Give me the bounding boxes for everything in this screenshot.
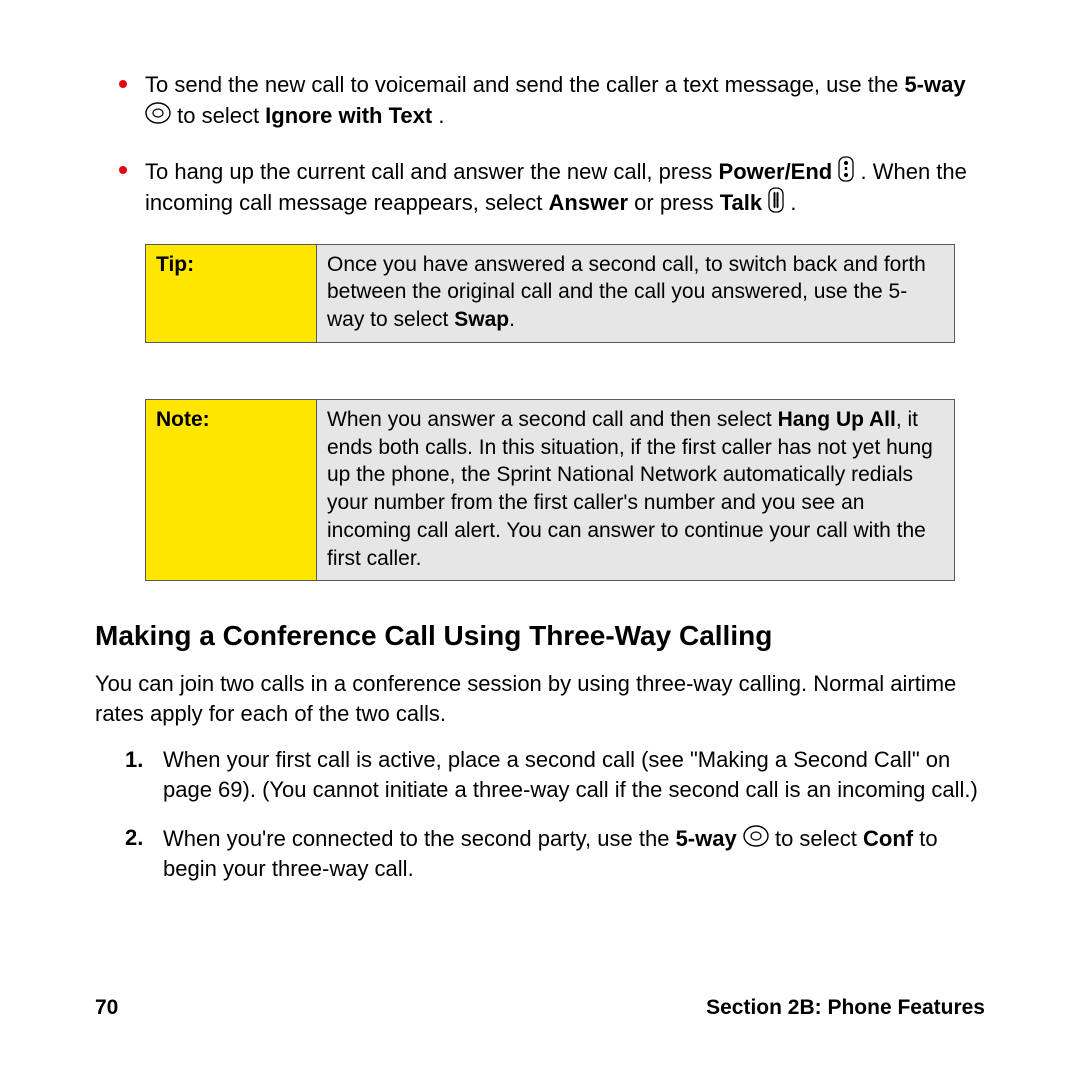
intro-paragraph: You can join two calls in a conference s…	[95, 669, 985, 729]
text-bold: 5-way	[904, 72, 965, 97]
doc-page: To send the new call to voicemail and se…	[0, 0, 1080, 1080]
page-number: 70	[95, 996, 118, 1020]
text-bold: Swap	[454, 308, 509, 331]
body-content: To send the new call to voicemail and se…	[95, 70, 985, 883]
text-bold: Ignore with Text	[265, 103, 432, 128]
text-run: or press	[634, 190, 720, 215]
note-callout: Note: When you answer a second call and …	[145, 399, 955, 581]
tip-label: Tip:	[146, 244, 317, 342]
bullet-item: To hang up the current call and answer t…	[95, 156, 985, 217]
text-run: , it ends both calls. In this situation,…	[327, 408, 933, 570]
note-label: Note:	[146, 399, 317, 580]
text-bold: Hang Up All	[778, 408, 896, 431]
spacer	[95, 343, 985, 377]
note-body: When you answer a second call and then s…	[317, 399, 955, 580]
text-bold: Talk	[720, 190, 762, 215]
fiveway-icon	[145, 100, 171, 126]
bullet-item: To send the new call to voicemail and se…	[95, 70, 985, 130]
text-run: .	[438, 103, 444, 128]
text-run: To send the new call to voicemail and se…	[145, 72, 904, 97]
text-run: To hang up the current call and answer t…	[145, 159, 719, 184]
text-run: When you answer a second call and then s…	[327, 408, 778, 431]
text-run: Once you have answered a second call, to…	[327, 253, 926, 331]
step-item: When you're connected to the second part…	[125, 823, 985, 884]
bullet-marker-icon	[119, 166, 127, 174]
text-bold: Power/End	[719, 159, 833, 184]
tip-body: Once you have answered a second call, to…	[317, 244, 955, 342]
step-item: When your first call is active, place a …	[125, 745, 985, 805]
tip-callout: Tip: Once you have answered a second cal…	[145, 244, 955, 343]
text-run: .	[509, 308, 515, 331]
numbered-steps: When your first call is active, place a …	[125, 745, 985, 884]
text-run: to select	[775, 826, 863, 851]
fiveway-icon	[743, 823, 769, 849]
text-run: to select	[177, 103, 265, 128]
text-bold: 5-way	[676, 826, 737, 851]
text-bold: Conf	[863, 826, 913, 851]
text-run: When your first call is active, place a …	[163, 747, 978, 802]
text-bold: Answer	[549, 190, 628, 215]
page-footer: 70 Section 2B: Phone Features	[95, 996, 985, 1020]
text-run: When you're connected to the second part…	[163, 826, 676, 851]
text-run: .	[790, 190, 796, 215]
bullet-marker-icon	[119, 80, 127, 88]
talk-key-icon	[768, 187, 784, 213]
power-end-key-icon	[838, 156, 854, 182]
section-heading: Making a Conference Call Using Three-Way…	[95, 617, 985, 655]
section-label: Section 2B: Phone Features	[706, 996, 985, 1020]
